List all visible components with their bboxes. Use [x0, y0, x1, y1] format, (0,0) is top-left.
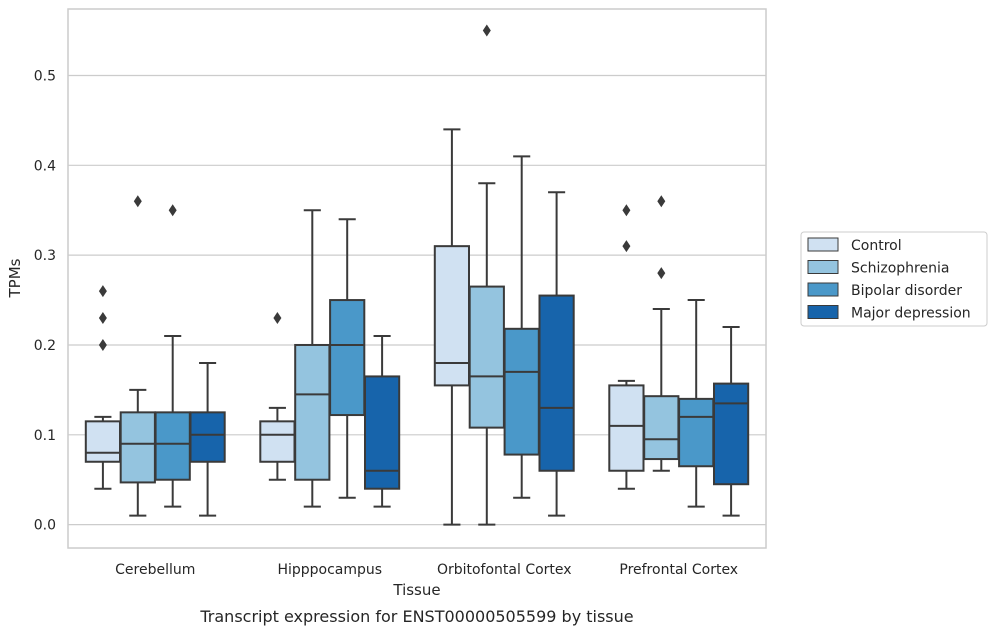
box-group: [712, 326, 750, 517]
outlier-point: [98, 285, 107, 298]
box-group: [678, 299, 715, 508]
box-iqr: [329, 299, 366, 417]
box-group: [643, 195, 680, 472]
legend-swatch: [807, 260, 839, 274]
plot-frame: [67, 8, 767, 549]
box-iqr: [294, 343, 331, 481]
y-tick-label: 0.2: [34, 338, 56, 354]
legend-label: Bipolar disorder: [851, 283, 962, 299]
box-iqr: [468, 285, 505, 429]
box-iqr: [154, 411, 191, 481]
y-tick-label: 0.3: [34, 248, 56, 264]
outlier-point: [622, 240, 631, 253]
y-tick-label: 0.0: [34, 518, 56, 534]
legend-frame: [800, 231, 988, 327]
box-group: [329, 218, 366, 499]
outlier-point: [657, 267, 666, 280]
y-tick-label: 0.4: [34, 158, 56, 174]
box-group: [259, 312, 296, 481]
box-group: [433, 128, 471, 526]
box-group: [538, 191, 575, 517]
box-iqr: [712, 382, 750, 486]
outlier-point: [133, 195, 142, 208]
legend-swatch: [807, 305, 839, 319]
x-axis-label: Tissue: [392, 581, 440, 599]
y-axis-label: TPMs: [6, 258, 24, 298]
legend-items: Control Schizophrenia Bipolar disorder Majo…: [807, 237, 971, 322]
box-iqr: [189, 411, 226, 463]
box-group: [503, 155, 540, 499]
legend-label: Schizophrenia: [851, 261, 949, 277]
outlier-point: [622, 204, 631, 217]
box-iqr: [608, 384, 645, 472]
box-group: [154, 204, 191, 508]
box-iqr: [119, 411, 156, 484]
legend: Control Schizophrenia Bipolar disorder Majo…: [800, 231, 988, 327]
box-group: [468, 24, 505, 526]
box-group: [119, 195, 156, 517]
box-iqr: [678, 397, 715, 468]
box-layer: [84, 24, 750, 526]
legend-swatch: [807, 282, 839, 297]
outlier-point: [657, 195, 666, 208]
x-tick-label: Hipppocampus: [277, 562, 382, 578]
x-tick-labels: Cerebellum Hipppocampus Orbitofontal Corte…: [115, 562, 738, 578]
outlier-point: [482, 24, 491, 37]
box-iqr: [538, 294, 575, 472]
y-tick-label: 0.1: [34, 428, 56, 444]
box-group: [189, 361, 226, 517]
outlier-point: [168, 204, 177, 217]
legend-swatch: [807, 237, 839, 252]
y-tick-labels: 0.0 0.1 0.2 0.3 0.4 0.5: [34, 68, 56, 533]
box-iqr: [363, 375, 401, 490]
outlier-point: [273, 312, 282, 325]
legend-label: Control: [851, 238, 902, 254]
legend-label: Major depression: [851, 306, 971, 322]
box-iqr: [433, 245, 471, 387]
box-group: [608, 204, 645, 490]
box-iqr: [643, 395, 680, 461]
box-iqr: [503, 327, 540, 456]
x-tick-label: Prefrontal Cortex: [619, 562, 738, 578]
outlier-point: [98, 338, 107, 351]
chart-caption: Transcript expression for ENST0000050559…: [199, 607, 633, 626]
outlier-point: [98, 312, 107, 325]
box-group: [84, 285, 122, 490]
x-tick-label: Orbitofontal Cortex: [437, 562, 572, 578]
x-tick-label: Cerebellum: [115, 562, 195, 578]
box-group: [363, 334, 401, 508]
box-group: [294, 209, 331, 508]
box-iqr: [84, 420, 122, 463]
box-iqr: [259, 420, 296, 463]
y-tick-label: 0.5: [34, 68, 56, 84]
